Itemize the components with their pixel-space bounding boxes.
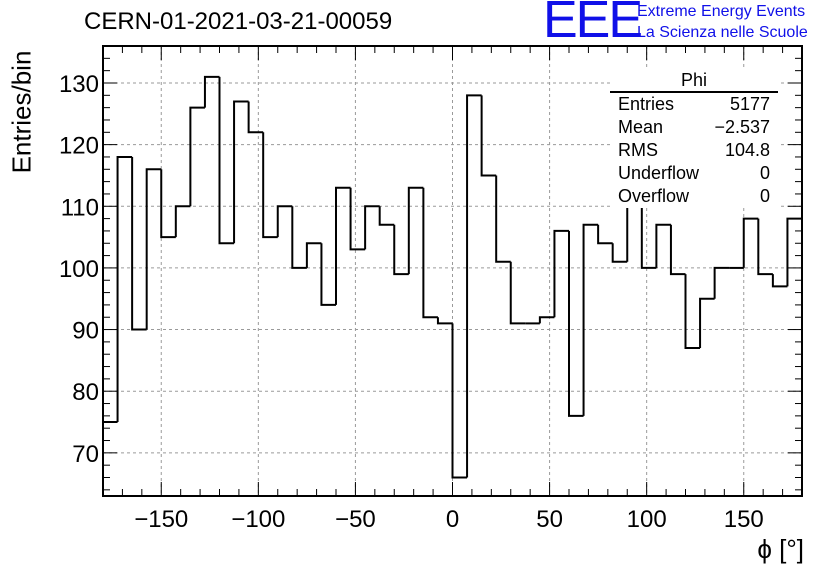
histogram-bin	[538, 316, 555, 324]
stats-label: Underflow	[618, 163, 700, 183]
histogram-bin	[611, 243, 628, 263]
y-tick-label: 90	[72, 318, 99, 345]
histogram-bin	[597, 224, 613, 245]
histogram-bin	[407, 186, 424, 275]
x-tick-label: 100	[627, 506, 667, 533]
stats-label: Mean	[618, 117, 664, 137]
y-tick-label: 120	[59, 133, 99, 160]
histogram-bin	[102, 421, 118, 496]
histogram-bin	[509, 261, 526, 325]
histogram-bin	[393, 224, 409, 276]
x-tick-label: −150	[134, 506, 188, 533]
histogram-bin	[757, 218, 773, 276]
histogram-bin	[247, 101, 264, 134]
stats-box: Phi Entries 5177 Mean −2.537 RMS 104.8 U…	[610, 70, 778, 208]
logo-line-1: Extreme Energy Events	[637, 3, 806, 20]
histogram-bin	[466, 94, 482, 478]
histogram-bin	[582, 223, 599, 416]
histogram-bin	[495, 175, 511, 263]
histogram-bin	[436, 317, 453, 325]
histogram-bin	[771, 274, 788, 288]
x-tick-label: 150	[724, 506, 764, 533]
histogram-bin	[335, 186, 351, 305]
y-tick-label: 80	[72, 379, 99, 406]
histogram-bin	[655, 223, 671, 268]
histogram-bin	[262, 132, 278, 239]
y-axis-label: Entries/bin	[6, 50, 37, 174]
x-tick-label: 0	[446, 506, 459, 533]
histogram-bin	[684, 274, 701, 350]
histogram-bin	[145, 168, 162, 330]
histogram-bin	[451, 323, 468, 479]
y-tick-label: 70	[72, 441, 99, 468]
logo-line-2: La Scienza nelle Scuole	[637, 24, 808, 41]
histogram-bin	[203, 75, 220, 108]
y-tick-label: 100	[59, 256, 99, 283]
stats-label: Overflow	[618, 186, 690, 206]
histogram-bin	[320, 243, 336, 306]
stats-row-rms: RMS 104.8	[610, 139, 778, 162]
stats-value: 5177	[729, 94, 770, 114]
stats-title: Phi	[610, 70, 778, 93]
histogram-bin	[640, 200, 657, 269]
x-tick-label: −100	[231, 506, 285, 533]
histogram-bin	[276, 205, 293, 238]
histogram-bin	[786, 217, 802, 287]
stats-value: 104.8	[724, 140, 770, 160]
stats-label: Entries	[618, 94, 675, 114]
x-axis-label: ϕ [°]	[757, 534, 804, 564]
stats-row-mean: Mean −2.537	[610, 116, 778, 139]
stats-row-overflow: Overflow 0	[610, 185, 778, 208]
histogram-bin	[131, 156, 147, 331]
histogram-bin	[218, 76, 235, 245]
x-tick-label: −50	[335, 506, 376, 533]
x-tick-label: 50	[536, 506, 563, 533]
histogram-bin	[422, 187, 438, 319]
histogram-bin	[349, 187, 366, 251]
stats-value: 0	[759, 186, 770, 206]
stats-row-underflow: Underflow 0	[610, 162, 778, 185]
chart-title: CERN-01-2021-03-21-00059	[84, 8, 393, 35]
y-tick-label: 110	[61, 194, 99, 221]
stats-value: −2.537	[714, 117, 770, 137]
histogram-bin	[116, 155, 133, 423]
histogram-bin	[174, 205, 191, 238]
y-tick-label: 130	[59, 71, 99, 98]
stats-value: 0	[759, 163, 770, 183]
histogram-bin	[233, 100, 249, 244]
histogram-bin	[305, 242, 322, 268]
histogram-bin	[364, 205, 380, 250]
histogram-bin	[713, 266, 730, 299]
histogram-bin	[553, 229, 569, 318]
stats-row-entries: Entries 5177	[610, 93, 778, 116]
histogram-bin	[378, 206, 395, 226]
histogram-bin	[742, 217, 759, 268]
histogram-bin	[160, 169, 176, 239]
histogram-bin	[291, 206, 307, 269]
histogram-bin	[189, 106, 205, 207]
eee-logo: EEE	[543, 0, 643, 49]
histogram-bin	[669, 224, 686, 276]
histogram-bin	[568, 230, 584, 417]
histogram-bin	[626, 199, 642, 262]
histogram-bin	[480, 95, 497, 177]
stats-label: RMS	[618, 140, 658, 160]
histogram-bin	[699, 297, 715, 349]
